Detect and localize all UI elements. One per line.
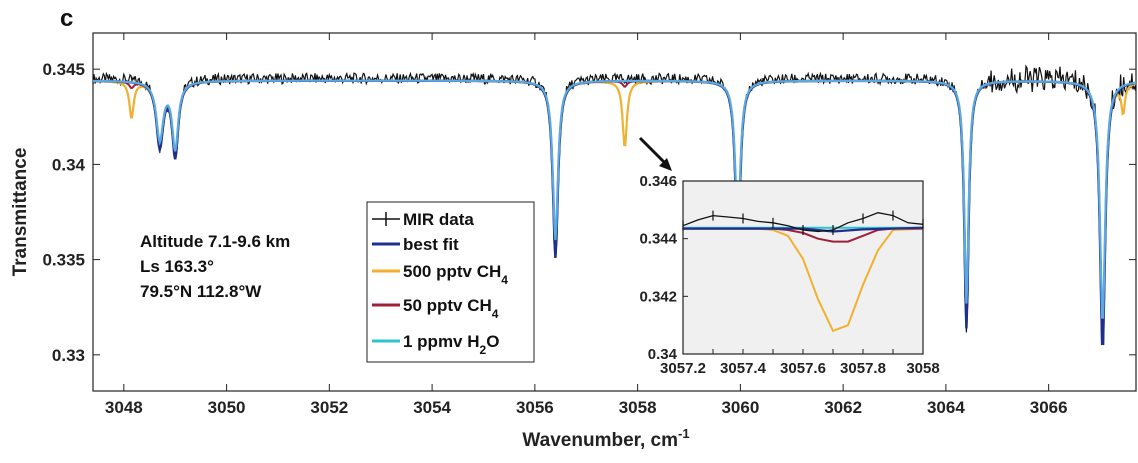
legend-label-500pptv: 500 pptv CH4 (403, 262, 508, 287)
legend-box (366, 201, 535, 363)
y-axis-label: Transmittance (10, 148, 31, 277)
legend: MIR data best fit 500 pptv CH4 50 pptv C… (366, 201, 535, 363)
inset-x-tick-label: 3058 (906, 360, 939, 377)
location-annotation: Altitude 7.1-9.6 km Ls 163.3° 79.5°N 112… (140, 232, 290, 301)
x-tick-label: 3052 (310, 398, 348, 417)
y-tick-label: 0.345 (42, 60, 85, 79)
legend-label-h2o-sub: 2 (480, 343, 487, 357)
y-tick-label: 0.335 (42, 251, 85, 270)
y-tick-label: 0.33 (52, 346, 85, 365)
x-tick-label: 3058 (619, 398, 657, 417)
zoom-arrow-head (659, 158, 672, 171)
inset-x-tick-label: 3057.8 (840, 360, 886, 377)
series-h2o (93, 79, 1137, 319)
main-y-ticks: 0.33 0.335 0.34 0.345 (42, 60, 1136, 365)
annotation-coordinates: 79.5°N 112.8°W (140, 282, 262, 301)
inset-y-tick-label: 0.344 (639, 231, 677, 248)
x-tick-label: 3048 (105, 398, 143, 417)
x-tick-label: 3054 (413, 398, 451, 417)
legend-label-500pptv-text: 500 pptv CH (403, 262, 501, 281)
panel-label: c (60, 5, 73, 32)
zoom-arrow (638, 136, 672, 171)
inset-y-ticks: 0.34 0.342 0.344 0.346 (639, 173, 688, 363)
x-tick-label: 3066 (1030, 398, 1068, 417)
inset-x-tick-label: 3057.4 (720, 360, 767, 377)
legend-item-mir-data: MIR data (372, 210, 474, 229)
legend-label-h2o-tail: O (486, 332, 499, 351)
legend-label-best-fit: best fit (403, 235, 459, 254)
inset-y-tick-label: 0.346 (639, 173, 677, 190)
main-x-ticks: 3048 3050 3052 3054 3056 3058 3060 3062 3064 3066 (105, 33, 1068, 417)
legend-label-h2o-text: 1 ppmv H (403, 332, 480, 351)
x-axis-label-text: Wavenumber, cm (522, 430, 678, 451)
x-tick-label: 3056 (516, 398, 554, 417)
x-tick-label: 3060 (721, 398, 759, 417)
inset-y-tick-label: 0.342 (639, 288, 677, 305)
annotation-ls: Ls 163.3° (140, 257, 214, 276)
legend-label-mir-data: MIR data (403, 210, 474, 229)
x-axis-label: Wavenumber, cm-1 (522, 426, 689, 451)
legend-item-h2o: 1 ppmv H2O (372, 332, 499, 357)
legend-label-h2o: 1 ppmv H2O (403, 332, 499, 357)
inset-x-tick-label: 3057.6 (780, 360, 826, 377)
x-tick-label: 3064 (927, 398, 965, 417)
annotation-altitude: Altitude 7.1-9.6 km (140, 232, 290, 251)
legend-label-50pptv-text: 50 pptv CH (403, 296, 492, 315)
legend-label-50pptv: 50 pptv CH4 (403, 296, 499, 321)
legend-item-500pptv: 500 pptv CH4 (372, 262, 508, 287)
inset-plot-area (682, 180, 924, 355)
legend-label-50pptv-sub: 4 (492, 307, 499, 321)
inset-x-tick-label: 3057.2 (660, 360, 706, 377)
inset-x-ticks: 3057.2 3057.4 3057.6 3057.8 3058 (660, 349, 940, 377)
legend-label-500pptv-sub: 4 (501, 273, 508, 287)
main-series-group (92, 64, 1137, 346)
inset-series-500pptv (683, 227, 924, 333)
y-tick-label: 0.34 (52, 155, 86, 174)
inset-series-group (682, 210, 924, 333)
legend-item-50pptv: 50 pptv CH4 (372, 296, 499, 321)
inset-y-tick-label: 0.34 (648, 346, 678, 363)
main-plot-area (92, 32, 1137, 392)
x-axis-label-sup: -1 (678, 426, 690, 441)
zoom-arrow-line (638, 136, 668, 166)
x-tick-label: 3050 (208, 398, 246, 417)
legend-item-best-fit: best fit (372, 235, 459, 254)
x-tick-label: 3062 (824, 398, 862, 417)
